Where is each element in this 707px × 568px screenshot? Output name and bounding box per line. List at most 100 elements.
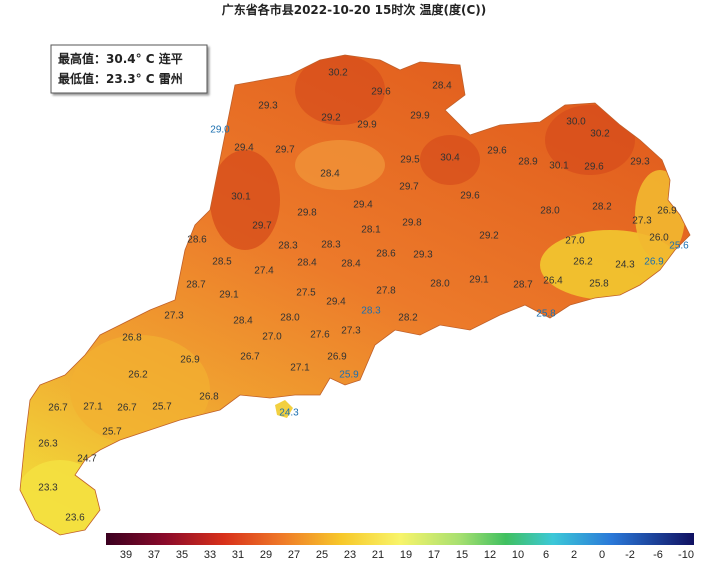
station-value: 28.5 (212, 257, 232, 268)
station-value: 27.0 (262, 332, 282, 343)
station-value: 26.8 (199, 392, 219, 403)
min-info: 最低值：23.3° C 雷州 (58, 71, 183, 86)
station-value: 28.3 (278, 241, 298, 252)
station-value: 29.3 (258, 101, 278, 112)
station-value: 29.6 (487, 146, 507, 157)
scale-label: 27 (288, 549, 300, 561)
station-value: 28.3 (321, 240, 341, 251)
scale-label: -10 (678, 549, 694, 561)
scale-label: 33 (204, 549, 216, 561)
station-value: 27.1 (83, 402, 103, 413)
station-value: 26.7 (117, 403, 137, 414)
station-value: 27.0 (565, 236, 585, 247)
title: 广东省各市县2022-10-20 15时次 温度(度(C)) (222, 2, 487, 17)
station-value: 26.7 (240, 352, 260, 363)
station-value: 25.6 (669, 241, 689, 252)
station-value: 29.3 (413, 250, 433, 261)
station-value: 27.6 (310, 330, 330, 341)
station-value: 29.9 (410, 111, 430, 122)
scale-label: -6 (653, 549, 663, 561)
station-value: 27.3 (632, 216, 652, 227)
station-value: 28.0 (430, 279, 450, 290)
station-value: 29.4 (234, 143, 254, 154)
scale-label: 2 (571, 549, 577, 561)
station-value: 28.9 (518, 157, 538, 168)
station-value: 29.8 (402, 218, 422, 229)
station-value: 29.2 (479, 231, 499, 242)
station-value: 27.4 (254, 266, 274, 277)
station-value: 28.6 (376, 249, 396, 260)
station-value: 24.7 (77, 454, 97, 465)
scale-label: 29 (260, 549, 272, 561)
station-value: 25.9 (339, 370, 359, 381)
station-value: 24.3 (615, 260, 635, 271)
scale-label: -2 (625, 549, 635, 561)
station-value: 26.9 (644, 257, 664, 268)
station-value: 29.0 (210, 125, 230, 136)
station-value: 28.1 (361, 225, 381, 236)
station-value: 27.8 (376, 286, 396, 297)
station-value: 26.2 (573, 257, 593, 268)
station-value: 29.5 (400, 155, 420, 166)
station-value: 30.2 (328, 68, 348, 79)
station-value: 26.3 (38, 439, 58, 450)
station-value: 28.4 (432, 81, 452, 92)
scale-label: 19 (400, 549, 412, 561)
station-value: 29.4 (353, 200, 373, 211)
station-value: 26.9 (180, 355, 200, 366)
station-value: 30.0 (566, 117, 586, 128)
max-info: 最高值：30.4° C 连平 (58, 51, 183, 66)
station-value: 29.7 (399, 182, 419, 193)
station-value: 29.6 (460, 191, 480, 202)
station-value: 27.3 (164, 311, 184, 322)
station-value: 28.4 (341, 259, 361, 270)
scale-label: 25 (316, 549, 328, 561)
station-value: 28.3 (361, 306, 381, 317)
scale-label: 12 (484, 549, 496, 561)
station-value: 30.4 (440, 153, 460, 164)
station-value: 25.7 (152, 402, 172, 413)
station-value: 30.2 (590, 129, 610, 140)
station-value: 28.0 (540, 206, 560, 217)
station-value: 28.6 (187, 235, 207, 246)
scale-label: 31 (232, 549, 244, 561)
scale-label: 23 (344, 549, 356, 561)
scale-label: 0 (599, 549, 605, 561)
station-value: 26.2 (128, 370, 148, 381)
station-value: 26.8 (122, 333, 142, 344)
station-value: 29.1 (219, 290, 239, 301)
station-value: 25.8 (589, 279, 609, 290)
station-value: 23.6 (65, 513, 85, 524)
station-value: 25.8 (536, 309, 556, 320)
color-bar (106, 533, 694, 545)
station-value: 28.4 (320, 169, 340, 180)
station-value: 30.1 (549, 161, 569, 172)
station-value: 26.9 (657, 206, 677, 217)
station-value: 26.9 (327, 352, 347, 363)
station-value: 28.0 (280, 313, 300, 324)
station-value: 25.7 (102, 427, 122, 438)
station-value: 26.7 (48, 403, 68, 414)
station-value: 28.7 (186, 280, 206, 291)
station-value: 27.3 (341, 326, 361, 337)
scale-label: 15 (456, 549, 468, 561)
station-value: 27.1 (290, 363, 310, 374)
scale-label: 21 (372, 549, 384, 561)
station-value: 28.2 (398, 313, 418, 324)
scale-label: 6 (543, 549, 549, 561)
station-value: 23.3 (38, 483, 58, 494)
station-value: 28.4 (233, 316, 253, 327)
scale-label: 35 (176, 549, 188, 561)
station-value: 29.1 (469, 275, 489, 286)
station-value: 29.3 (630, 157, 650, 168)
station-value: 29.7 (275, 145, 295, 156)
scale-label: 39 (120, 549, 132, 561)
map-regions (20, 55, 690, 535)
station-value: 27.5 (296, 288, 316, 299)
station-value: 29.7 (252, 221, 272, 232)
scale-label: 17 (428, 549, 440, 561)
info-box: 最高值：30.4° C 连平 最低值：23.3° C 雷州 (50, 44, 208, 94)
station-value: 29.6 (371, 87, 391, 98)
station-value: 30.1 (231, 192, 251, 203)
